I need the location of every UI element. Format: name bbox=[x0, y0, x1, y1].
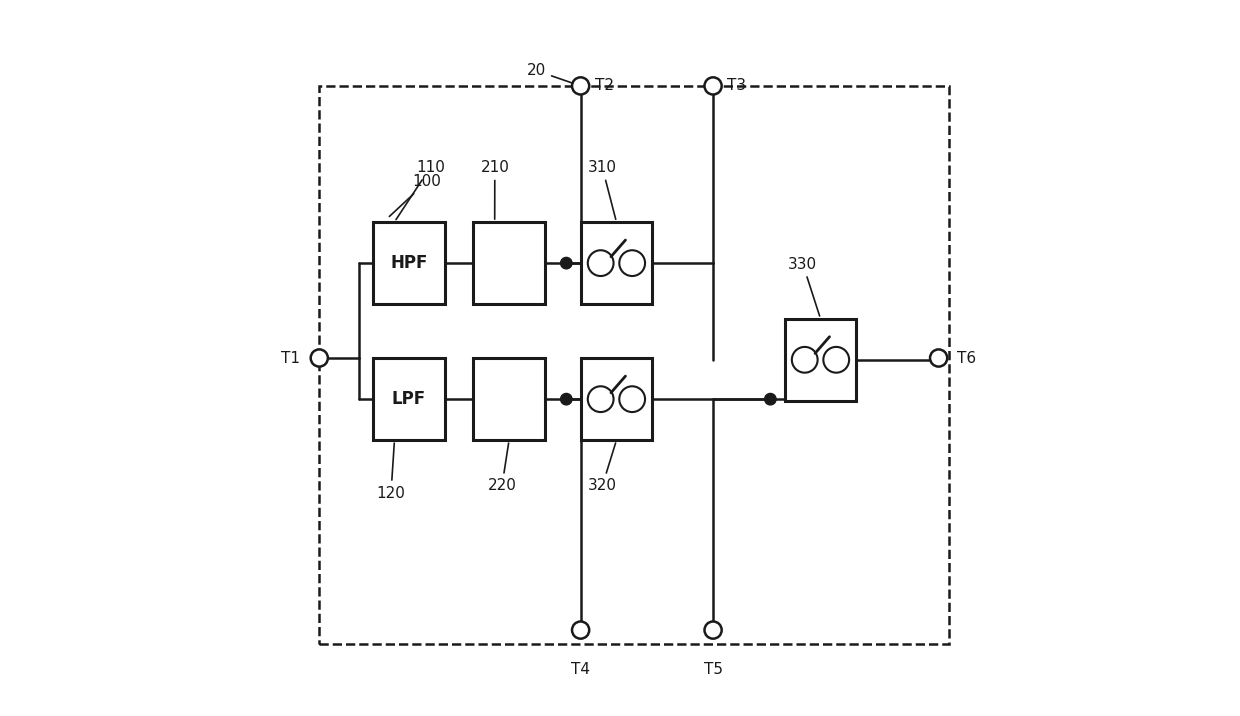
Circle shape bbox=[572, 77, 589, 95]
Circle shape bbox=[588, 387, 614, 412]
Bar bbox=[373, 358, 445, 440]
Circle shape bbox=[930, 349, 947, 367]
Circle shape bbox=[704, 621, 722, 639]
Text: LPF: LPF bbox=[392, 390, 425, 408]
Circle shape bbox=[588, 251, 614, 276]
Bar bbox=[580, 358, 652, 440]
Circle shape bbox=[823, 347, 849, 373]
Bar bbox=[785, 319, 857, 401]
Text: T4: T4 bbox=[572, 662, 590, 677]
Bar bbox=[580, 222, 652, 304]
Bar bbox=[474, 222, 544, 304]
Circle shape bbox=[792, 347, 817, 373]
Text: T5: T5 bbox=[703, 662, 723, 677]
Bar bbox=[474, 358, 544, 440]
Text: T3: T3 bbox=[728, 79, 746, 93]
Text: T6: T6 bbox=[956, 351, 976, 365]
Bar bbox=[373, 222, 445, 304]
Text: 20: 20 bbox=[527, 63, 578, 85]
Text: 210: 210 bbox=[480, 160, 510, 219]
Text: 310: 310 bbox=[588, 160, 616, 219]
Text: 120: 120 bbox=[377, 443, 405, 500]
Text: T2: T2 bbox=[595, 79, 614, 93]
Text: 330: 330 bbox=[789, 256, 820, 316]
Circle shape bbox=[619, 387, 645, 412]
Circle shape bbox=[704, 77, 722, 95]
Text: 100: 100 bbox=[389, 174, 441, 216]
Circle shape bbox=[619, 251, 645, 276]
Text: 320: 320 bbox=[588, 443, 616, 493]
Circle shape bbox=[765, 394, 776, 405]
Text: 220: 220 bbox=[487, 443, 516, 493]
Circle shape bbox=[572, 621, 589, 639]
Circle shape bbox=[560, 258, 572, 269]
Text: T1: T1 bbox=[281, 351, 300, 365]
Circle shape bbox=[560, 394, 572, 405]
Circle shape bbox=[311, 349, 327, 367]
Text: HPF: HPF bbox=[391, 254, 428, 272]
Text: 110: 110 bbox=[396, 160, 445, 220]
